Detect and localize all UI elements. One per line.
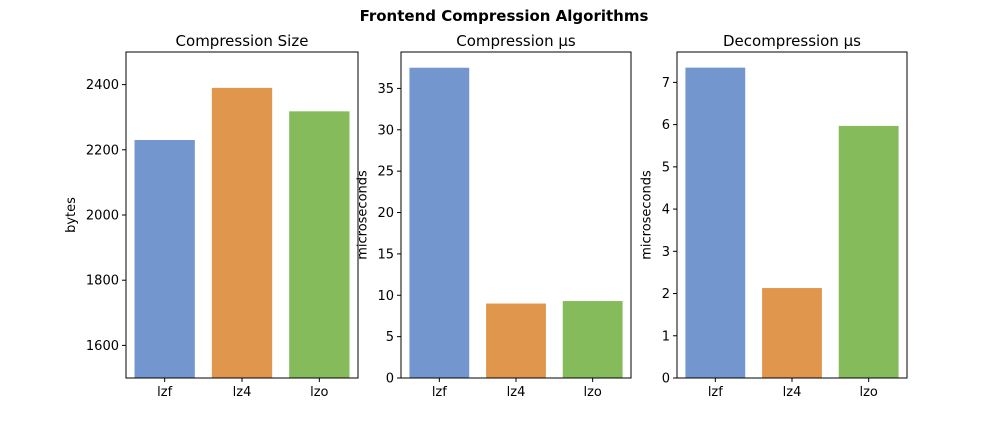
x-tick-label: lzo: [583, 385, 601, 400]
y-tick-label: 5: [386, 330, 394, 345]
y-axis-label: microseconds: [640, 170, 655, 260]
x-tick-label: lzf: [432, 385, 447, 400]
y-axis-label: microseconds: [355, 170, 370, 260]
x-tick-label: lz4: [507, 385, 526, 400]
x-tick-label: lz4: [783, 385, 802, 400]
y-tick-label: 2200: [86, 143, 119, 158]
bar-lzf: [685, 67, 746, 378]
bar-lz4: [211, 87, 273, 379]
y-tick-label: 10: [377, 289, 394, 304]
y-tick-label: 0: [386, 372, 394, 387]
y-tick-label: 6: [662, 118, 670, 133]
x-tick-label: lzf: [157, 385, 172, 400]
chart-panel-3: Decompression μs 0 1 2 3 4 5 6 7 lzf lz4 lzo microse…: [640, 32, 908, 400]
x-tick-label: lzo: [310, 385, 328, 400]
figure-title: Frontend Compression Algorithms: [360, 7, 649, 25]
y-tick-label: 25: [377, 165, 394, 180]
y-axis-label: bytes: [64, 197, 79, 233]
axis-title: Compression μs: [456, 32, 576, 50]
bar-lz4: [762, 288, 822, 378]
y-tick-label: 2000: [86, 209, 119, 224]
x-tick-label: lz4: [233, 385, 252, 400]
chart-panel-1: Compression Size 1600 1800 2000 2200 2400 lzf l…: [64, 32, 359, 400]
x-tick-label: lzo: [859, 385, 877, 400]
axis-title: Decompression μs: [723, 32, 861, 50]
y-tick-label: 1600: [86, 339, 119, 354]
bar-lzo: [838, 125, 899, 379]
bar-lzf: [409, 67, 470, 378]
y-tick-label: 2400: [86, 78, 119, 93]
y-tick-label: 4: [662, 203, 670, 218]
y-tick-label: 15: [377, 247, 394, 262]
y-tick-label: 3: [662, 245, 670, 260]
y-tick-label: 0: [662, 372, 670, 387]
bar-lzo: [289, 111, 350, 378]
x-tick-label: lzf: [708, 385, 723, 400]
bar-lzo: [562, 301, 623, 378]
y-tick-label: 20: [377, 206, 394, 221]
y-tick-label: 35: [377, 82, 394, 97]
y-tick-label: 1800: [86, 274, 119, 289]
axis-title: Compression Size: [176, 32, 309, 50]
y-tick-label: 7: [662, 76, 670, 91]
bar-lzf: [134, 140, 195, 378]
bar-lz4: [486, 303, 546, 378]
y-tick-label: 30: [377, 123, 394, 138]
y-tick-label: 2: [662, 287, 670, 302]
y-tick-label: 1: [662, 329, 670, 344]
chart-panel-2: Compression μs 0 5 10 15 20 25 30 35 lzf lz4 lzo mic…: [355, 32, 632, 400]
y-tick-label: 5: [662, 160, 670, 175]
